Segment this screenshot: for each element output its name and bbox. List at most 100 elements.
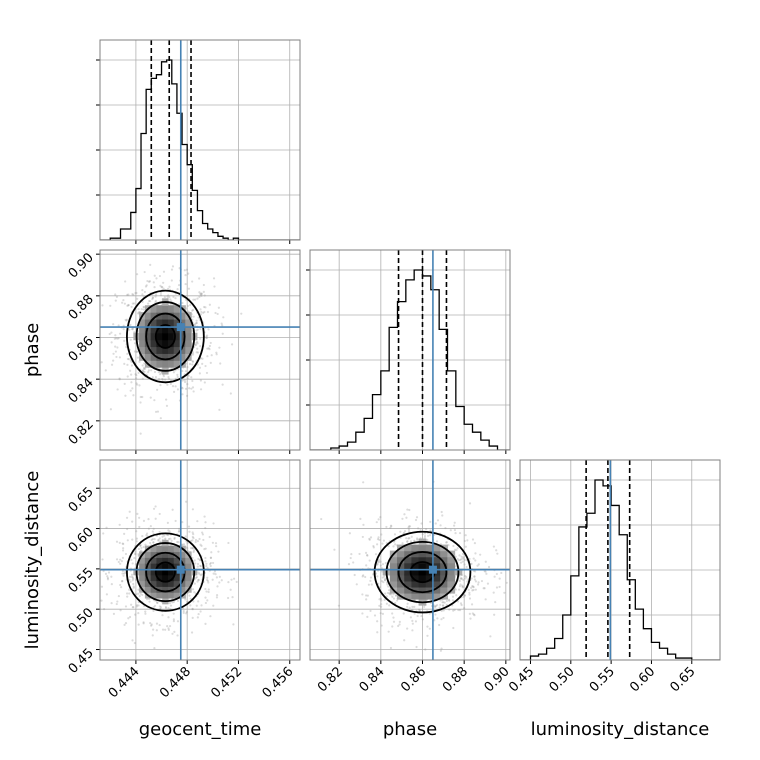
scatter-point: [195, 319, 198, 322]
scatter-point: [136, 273, 139, 276]
scatter-point: [232, 623, 235, 626]
scatter-point: [138, 360, 141, 363]
scatter-point: [424, 648, 427, 651]
scatter-point: [157, 539, 160, 542]
density-cell: [162, 332, 169, 341]
scatter-point: [394, 543, 397, 546]
density-cell: [173, 312, 181, 320]
y-tick-label: 0.45: [66, 646, 97, 677]
scatter-point: [418, 609, 421, 612]
density-cell: [179, 353, 186, 361]
scatter-point: [392, 545, 395, 548]
scatter-point: [141, 370, 144, 373]
scatter-point: [176, 540, 179, 544]
scatter-point: [172, 612, 175, 615]
scatter-point: [141, 395, 144, 399]
scatter-point: [448, 599, 451, 602]
density-cell: [411, 580, 420, 588]
scatter-point: [153, 399, 156, 402]
scatter-point: [172, 295, 175, 298]
scatter-point: [110, 602, 113, 605]
scatter-point: [383, 575, 386, 578]
scatter-point: [203, 310, 206, 314]
scatter-point: [472, 569, 475, 573]
scatter-point: [196, 342, 199, 345]
density-cell: [179, 332, 186, 341]
scatter-point: [163, 378, 167, 381]
scatter-point: [378, 604, 381, 607]
density-cell: [173, 360, 181, 368]
scatter-point: [407, 537, 410, 540]
scatter-point: [205, 336, 209, 340]
scatter-point: [193, 591, 196, 594]
scatter-point: [161, 285, 164, 289]
scatter-point: [200, 292, 203, 296]
scatter-point: [492, 591, 495, 594]
density-cell: [179, 574, 186, 582]
scatter-point: [147, 280, 151, 283]
scatter-point: [118, 377, 121, 380]
scatter-point: [130, 603, 133, 606]
scatter-point: [440, 609, 443, 612]
scatter-point: [102, 569, 105, 573]
scatter-point: [403, 529, 407, 533]
scatter-point: [161, 535, 164, 538]
scatter-point: [195, 341, 198, 345]
truth-marker: [428, 565, 437, 574]
scatter-point: [212, 522, 215, 525]
scatter-point: [173, 537, 176, 540]
scatter-point: [376, 560, 379, 563]
scatter-point: [147, 302, 150, 305]
contour-line: [397, 551, 448, 594]
scatter-point: [460, 577, 464, 580]
scatter-point: [142, 545, 145, 549]
scatter-point: [166, 625, 169, 628]
scatter-point: [137, 592, 140, 595]
scatter-point: [505, 581, 508, 584]
scatter-point: [201, 533, 204, 536]
scatter-point: [194, 343, 197, 347]
scatter-point: [159, 291, 163, 294]
density-cell: [167, 318, 175, 327]
scatter-point: [486, 582, 490, 585]
scatter-point: [240, 312, 243, 315]
histogram-step: [520, 479, 720, 660]
scatter-point: [158, 537, 161, 540]
scatter-point: [161, 377, 164, 381]
scatter-point: [133, 556, 136, 560]
scatter-point: [140, 549, 143, 552]
scatter-point: [364, 551, 368, 554]
panel-frame: [519, 459, 721, 661]
scatter-point: [122, 542, 125, 546]
scatter-point: [429, 520, 432, 523]
scatter-point: [194, 322, 197, 326]
scatter-point: [438, 606, 441, 609]
density-cell: [173, 339, 181, 348]
scatter-point: [165, 404, 169, 407]
scatter-point: [119, 583, 122, 587]
scatter-point: [476, 564, 479, 567]
scatter-point: [381, 563, 385, 566]
scatter-point: [482, 587, 485, 590]
scatter-point: [391, 595, 394, 598]
scatter-point: [493, 575, 496, 578]
scatter-point: [393, 533, 397, 536]
scatter-point: [441, 604, 445, 607]
scatter-point: [460, 558, 463, 561]
scatter-point: [191, 309, 194, 312]
density-cell: [156, 586, 163, 593]
scatter-point: [164, 606, 168, 610]
scatter-point: [123, 532, 126, 535]
scatter-point: [181, 301, 184, 305]
scatter-point: [218, 408, 221, 411]
scatter-point: [433, 619, 436, 622]
scatter-point: [171, 508, 174, 511]
scatter-point: [195, 351, 198, 354]
scatter-point: [389, 526, 392, 529]
scatter-point: [477, 563, 480, 566]
scatter-point: [471, 585, 474, 588]
density-cell: [167, 353, 175, 361]
scatter-point: [375, 521, 378, 524]
scatter-point: [402, 612, 405, 615]
